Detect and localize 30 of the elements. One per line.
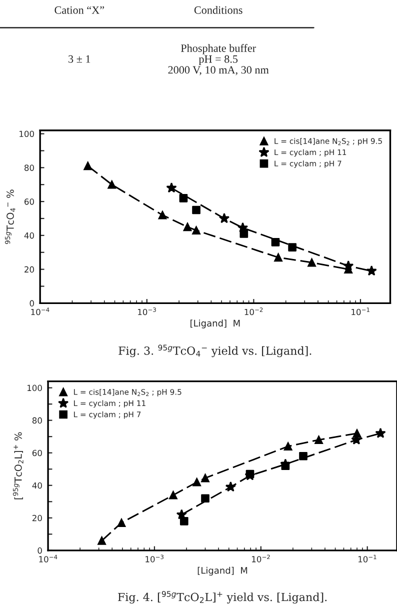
y-tick-label: 40 <box>32 482 42 489</box>
x-tick-label: 10$^{−3}$ <box>138 308 156 316</box>
x-tick-label: 10$^{−2}$ <box>244 308 263 316</box>
x-tick-label: 10$^{−1}$ <box>352 308 370 316</box>
caption: Fig. 3. $^{95g}$TcO$_{4}$$^{−}$ yield vs. [Ligand]. <box>118 344 312 358</box>
x-tick-label: 10$^{−1}$ <box>358 554 376 562</box>
y-tick-label: 20 <box>24 266 34 273</box>
x-axis-title: [Ligand] M <box>190 320 240 328</box>
y-tick-label: 100 <box>27 384 42 392</box>
y-axis-title: [$^{95g}$TcO$_{2}$L]$^{+}$ % <box>12 432 24 500</box>
text: 3 ± 1 <box>68 55 90 63</box>
y-tick-label: 60 <box>24 198 34 205</box>
category-label: Cation “X” <box>54 6 104 14</box>
y-tick-label: 40 <box>24 232 34 239</box>
y-axis-title: $^{95g}$TcO$_{4}$$^{−}$ % <box>4 190 16 244</box>
y-tick-label: 0 <box>30 300 34 306</box>
y-tick-label: 0 <box>38 547 42 554</box>
x-tick-label: 10$^{−4}$ <box>31 308 50 316</box>
y-tick-label: 100 <box>20 130 34 138</box>
y-tick-label: 20 <box>32 514 42 522</box>
x-tick-label: 10$^{−3}$ <box>146 554 164 562</box>
y-tick-label: 80 <box>32 417 42 424</box>
x-axis-title: [Ligand] M <box>198 566 248 576</box>
x-tick-label: 10$^{−4}$ <box>39 554 58 562</box>
category-label: Conditions <box>194 6 242 14</box>
x-tick-label: 10$^{−2}$ <box>252 554 270 562</box>
y-tick-label: 80 <box>24 164 34 171</box>
caption: Fig. 4. [$^{95g}$TcO$_{2}$L]$^{+}$ yield vs. [Ligand]. <box>118 591 327 604</box>
text: Phosphate buffer pH = 8.5 2000 V, 10 mA, 30 nm <box>168 44 269 76</box>
y-tick-label: 60 <box>32 450 42 456</box>
